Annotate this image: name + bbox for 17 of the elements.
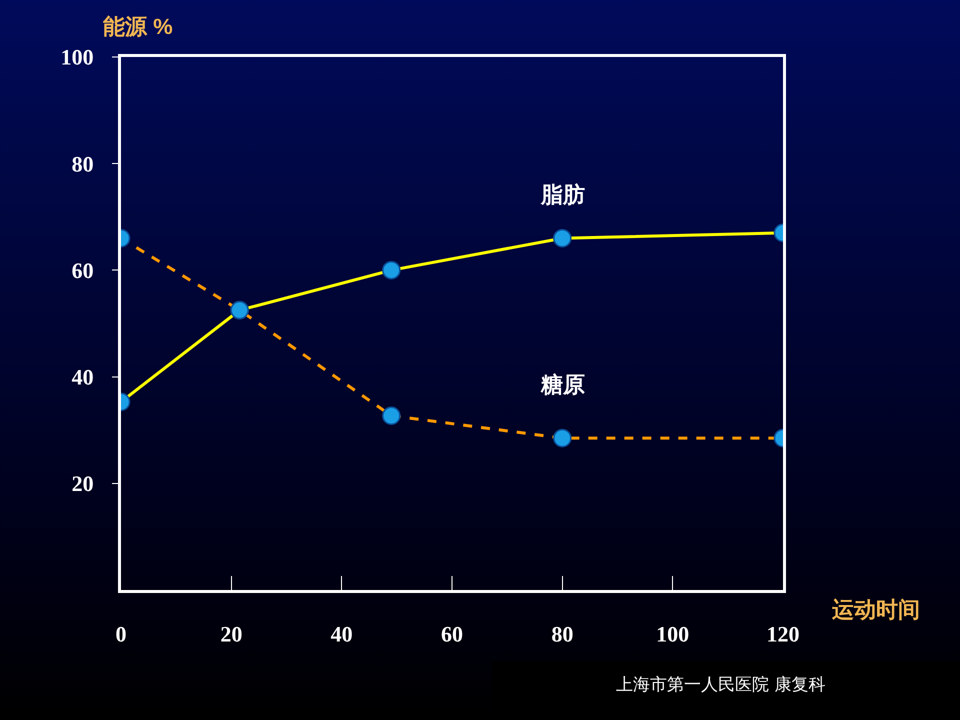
series-label: 糖原: [540, 372, 585, 397]
series-label: 脂肪: [540, 182, 585, 207]
text: 上海市第一人民医院 康复科: [616, 675, 826, 695]
y-tick-label: 20: [72, 471, 94, 496]
y-tick-label: 40: [72, 364, 94, 390]
y-tick-label: 80: [72, 151, 94, 176]
x-tick-label: 60: [441, 621, 463, 646]
x-tick-label: 100: [656, 621, 690, 646]
x-tick-label: 120: [766, 621, 800, 646]
x-tick-label: 20: [220, 621, 242, 646]
y-tick-label: 100: [60, 44, 94, 70]
x-axis-title: 运动时间: [831, 597, 920, 622]
x-tick-label: 0: [116, 621, 126, 646]
x-tick-label: 40: [330, 621, 353, 646]
x-tick-label: 80: [551, 621, 574, 646]
y-axis-title: 能源 %: [103, 14, 173, 39]
y-tick-label: 60: [72, 258, 94, 283]
